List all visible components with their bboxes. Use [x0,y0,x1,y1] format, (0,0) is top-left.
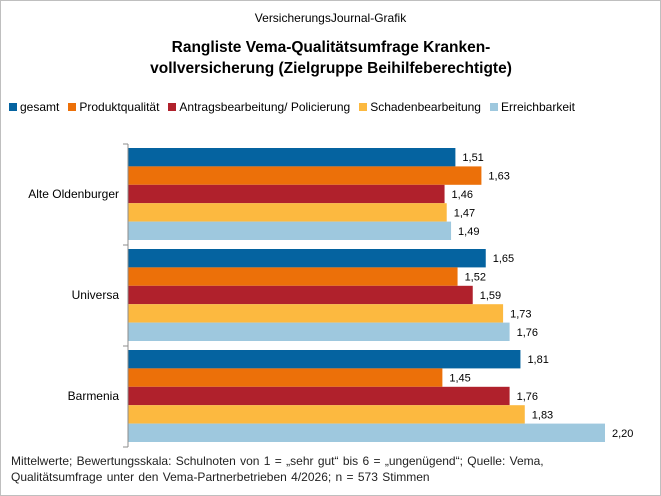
data-label: 1,59 [480,290,501,302]
footnote-line-1: Mittelwerte; Bewertungsskala: Schulnoten… [11,454,544,468]
bar-produktqualit-t [128,267,458,286]
legend-item-3: Schadenbearbeitung [359,100,481,114]
legend-swatch [359,103,368,111]
chart-legend: gesamt Produktqualität Antragsbearbeitung/… [9,100,659,114]
data-label: 1,45 [449,373,470,385]
data-label: 1,52 [465,272,486,284]
bar-antragsbearbeitung-policierung [128,184,445,204]
bar-produktqualit-t [128,368,443,387]
legend-label: Produktqualität [79,100,160,114]
category-label: Alte Oldenburger [28,187,119,201]
bar-erreichbarkeit [128,221,452,240]
chart-title-line-2: vollversicherung (Zielgruppe Beihilfeber… [150,60,512,77]
category-label: Barmenia [68,389,120,403]
bar-gesamt [128,350,521,369]
data-label: 1,51 [462,152,483,164]
legend-swatch [489,103,498,111]
legend-item-1: Produktqualität [68,100,159,114]
data-label: 1,46 [452,189,473,201]
category-label: Universa [72,288,120,302]
chart-title: Rangliste Vema-Qualitätsumfrage Kranken-… [41,37,621,79]
data-label: 1,49 [458,226,479,238]
bar-erreichbarkeit [128,423,605,442]
source-label: VersicherungsJournal-Grafik [254,11,407,25]
bar-schadenbearbeitung [128,405,525,424]
bar-gesamt [128,249,486,268]
bar-produktqualit-t [128,166,482,185]
data-label: 1,47 [454,207,475,219]
bar-erreichbarkeit [128,322,510,341]
data-label: 1,76 [517,327,538,339]
footnote: Mittelwerte; Bewertungsskala: Schulnoten… [11,453,651,485]
data-label: 1,83 [532,409,553,421]
data-label: 1,81 [527,354,548,366]
bar-gesamt [128,148,456,167]
data-label: 1,73 [510,308,531,320]
legend-item-2: Antragsbearbeitung/ Policierung [168,100,350,114]
legend-swatch [168,103,177,111]
legend-label: Schadenbearbeitung [370,100,481,114]
bar-antragsbearbeitung-policierung [128,285,473,305]
legend-label: Erreichbarkeit [500,100,575,114]
legend-swatch [68,103,77,111]
bar-schadenbearbeitung [128,304,504,323]
legend-label: Antragsbearbeitung/ Policierung [179,100,351,114]
data-label: 1,63 [488,171,509,183]
legend-swatch [9,103,17,111]
chart-title-line-1: Rangliste Vema-Qualitätsumfrage Kranken- [171,39,491,56]
footnote-line-2: Qualitätsumfrage unter den Vema-Partnerb… [11,470,430,484]
bar-antragsbearbeitung-policierung [128,386,510,406]
legend-label: gesamt [20,100,60,114]
bar-schadenbearbeitung [128,203,447,222]
data-label: 1,65 [493,253,514,265]
data-label: 1,76 [517,391,538,403]
legend-item-4: Erreichbarkeit [489,100,575,114]
data-label: 2,20 [612,428,633,440]
legend-item-0: gesamt [9,100,59,114]
